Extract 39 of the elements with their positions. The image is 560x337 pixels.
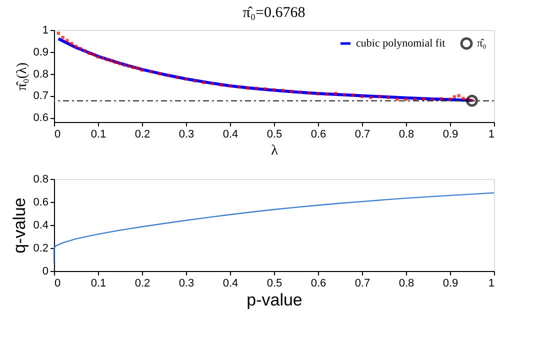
x-tick-label: 0.9: [442, 128, 458, 140]
x-tick-label: 0.5: [266, 128, 282, 140]
x-tick-label: 0.2: [134, 128, 150, 140]
y-tick-label: 0.6: [33, 196, 48, 208]
y-tick-label: 0.8: [33, 174, 48, 186]
y-tick-label: 0.7: [33, 90, 48, 102]
x-tick-label: 0: [54, 278, 61, 290]
x-tick-label: 0.4: [222, 278, 238, 290]
x-tick-label: 0.8: [398, 128, 414, 140]
x-tick-label: 0.7: [354, 278, 370, 290]
x-tick-label: 0.8: [398, 278, 414, 290]
y-tick-label: 0.4: [33, 220, 48, 232]
legend-label: π̂₀: [477, 38, 487, 50]
y-tick-label: 0.6: [33, 112, 48, 124]
x-tick-label: 0.5: [266, 278, 282, 290]
x-tick-label: 0.2: [134, 278, 150, 290]
chart-title: π̂₀=0.6768: [242, 5, 306, 21]
x-tick-label: 0.7: [354, 128, 370, 140]
legend-label: cubic polynomial fit: [356, 38, 446, 50]
x-tick-label: 0.4: [222, 128, 238, 140]
y-axis-title: q-value: [10, 198, 30, 254]
x-tick-label: 0.6: [310, 128, 326, 140]
x-tick-label: 0.3: [178, 128, 194, 140]
x-tick-label: 0: [54, 128, 61, 140]
y-tick-label: 0: [42, 266, 48, 278]
x-axis-title: p-value: [246, 290, 302, 310]
y-tick-label: 1: [42, 24, 48, 36]
x-tick-label: 1: [488, 278, 494, 290]
y-tick-label: 0.2: [33, 242, 48, 254]
y-tick-label: 0.9: [33, 46, 48, 58]
y-axis-title: π̂₀(λ): [15, 62, 30, 91]
x-tick-label: 0.9: [442, 278, 458, 290]
x-tick-label: 0.3: [178, 278, 194, 290]
x-tick-label: 0.1: [90, 278, 106, 290]
x-tick-label: 1: [488, 128, 494, 140]
x-axis-title: λ: [271, 144, 278, 158]
y-tick-label: 0.8: [33, 68, 48, 80]
x-tick-label: 0.1: [90, 128, 106, 140]
x-tick-label: 0.6: [310, 278, 326, 290]
